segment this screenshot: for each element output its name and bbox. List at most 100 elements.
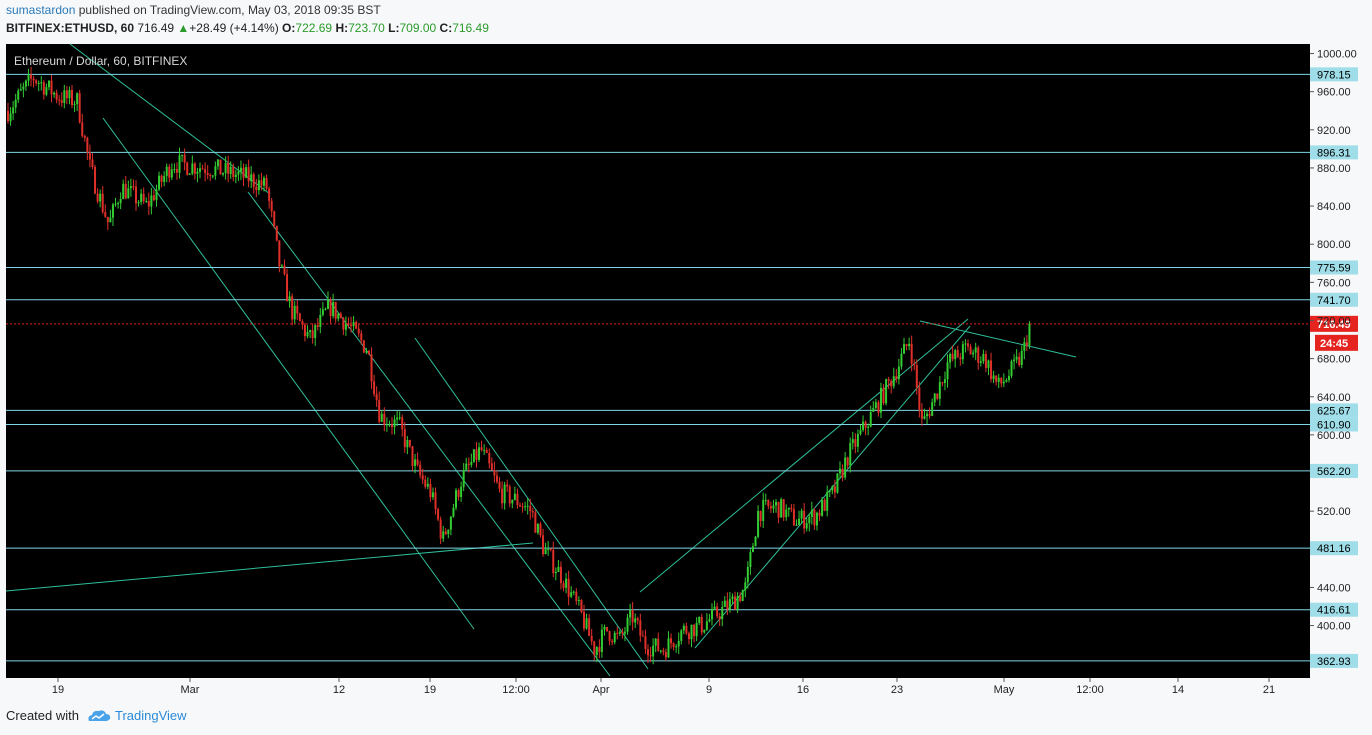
candle-body: [672, 643, 675, 648]
candle-body: [772, 505, 775, 509]
last-price-line: 716.49 24:45: [6, 315, 1358, 351]
candle-body: [956, 350, 959, 358]
candle-body: [641, 635, 644, 637]
candle-body: [429, 483, 432, 498]
candle-body: [736, 596, 739, 610]
candle-body: [926, 413, 929, 417]
candle-body: [142, 193, 145, 202]
candle-body: [444, 531, 447, 535]
candle-body: [286, 274, 289, 302]
trendline: [102, 117, 475, 630]
candle-body: [391, 424, 393, 428]
candle-body: [657, 638, 660, 651]
candle-body: [140, 193, 143, 203]
y-tick-label: 520.00: [1317, 506, 1351, 518]
candle-body: [119, 198, 122, 204]
level-label-box: [1310, 403, 1358, 418]
candle-body: [634, 618, 637, 623]
candle-body: [135, 186, 137, 204]
candle-body: [611, 640, 614, 643]
candle-body: [257, 180, 260, 191]
candle-body: [485, 450, 488, 453]
candle-body: [593, 641, 596, 656]
tradingview-brand[interactable]: TradingView: [87, 708, 187, 723]
candle-body: [275, 225, 278, 241]
candle-body: [158, 175, 161, 190]
candle-body: [949, 354, 952, 363]
candle-body: [618, 631, 621, 634]
candle-body: [542, 535, 545, 555]
y-tick-label: 440.00: [1317, 582, 1351, 594]
candle-body: [99, 193, 102, 202]
candle-body: [350, 325, 353, 327]
candle-body: [91, 159, 94, 167]
candle-body: [365, 350, 368, 353]
author-link[interactable]: sumastardon: [6, 3, 76, 17]
candle-body: [71, 89, 73, 106]
candle-body: [964, 343, 967, 345]
level-label-text: 610.90: [1317, 419, 1351, 431]
published-text: published on TradingView.com, May 03, 20…: [78, 3, 381, 17]
candle-body: [483, 450, 486, 452]
candle-body: [76, 93, 79, 105]
candle-body: [762, 500, 765, 521]
candle-body: [910, 343, 913, 364]
candle-body: [460, 486, 463, 497]
candle-body: [990, 360, 993, 380]
x-tick-label: 9: [706, 684, 712, 696]
candle-body: [552, 550, 555, 574]
candle-body: [754, 536, 757, 547]
candle-body: [516, 493, 519, 506]
candle-body: [608, 631, 611, 641]
candle-body: [96, 193, 99, 202]
candle-body: [501, 488, 504, 504]
candle-body: [526, 505, 529, 507]
candle-body: [401, 417, 404, 430]
y-tick-label: 640.00: [1317, 392, 1351, 404]
candle-body: [536, 523, 539, 533]
candle-body: [908, 343, 911, 347]
candle-body: [111, 204, 114, 218]
candle-body: [588, 618, 591, 636]
candle-body: [629, 610, 632, 618]
candle-body: [698, 616, 701, 623]
candle-body: [419, 464, 422, 476]
candle-body: [867, 426, 870, 428]
candle-body: [903, 344, 905, 354]
candle-body: [452, 507, 455, 517]
candle-body: [403, 429, 406, 448]
time-axis[interactable]: [6, 678, 1310, 700]
level-label-text: 896.31: [1317, 147, 1351, 159]
candle-body: [931, 402, 934, 416]
candle-body: [764, 499, 767, 501]
candle-body: [319, 314, 322, 327]
up-arrow-icon: ▲: [177, 21, 190, 35]
low-value: 709.00: [399, 21, 437, 35]
candle-body: [887, 379, 890, 382]
candle-body: [17, 90, 20, 100]
symbol-info: BITFINEX:ETHUSD, 60 716.49 ▲+28.49 (+4.1…: [6, 21, 489, 35]
candle-body: [298, 313, 301, 322]
candle-body: [352, 322, 355, 327]
candle-body: [480, 447, 483, 451]
candle-body: [47, 80, 50, 88]
candle-body: [667, 638, 670, 658]
candle-body: [575, 591, 578, 601]
plot-area[interactable]: [6, 44, 1310, 678]
candle-body: [426, 483, 429, 487]
candle-body: [652, 645, 655, 657]
candle-body: [32, 78, 35, 81]
x-tick-label: 19: [52, 684, 64, 696]
price-axis[interactable]: [1310, 44, 1372, 700]
chart-title: Ethereum / Dollar, 60, BITFINEX: [14, 54, 187, 68]
candle-body: [647, 649, 649, 656]
candle-body: [170, 169, 173, 178]
candle-body: [183, 154, 186, 163]
price-chart[interactable]: 716.49 24:45 1000.00 960.00 920.00 880.00 840…: [0, 40, 1372, 700]
candle-body: [73, 104, 76, 106]
candle-body: [178, 155, 181, 173]
candle-body: [918, 387, 921, 410]
candle-body: [943, 379, 946, 383]
candle-body: [519, 505, 521, 507]
candle-body: [890, 381, 893, 387]
